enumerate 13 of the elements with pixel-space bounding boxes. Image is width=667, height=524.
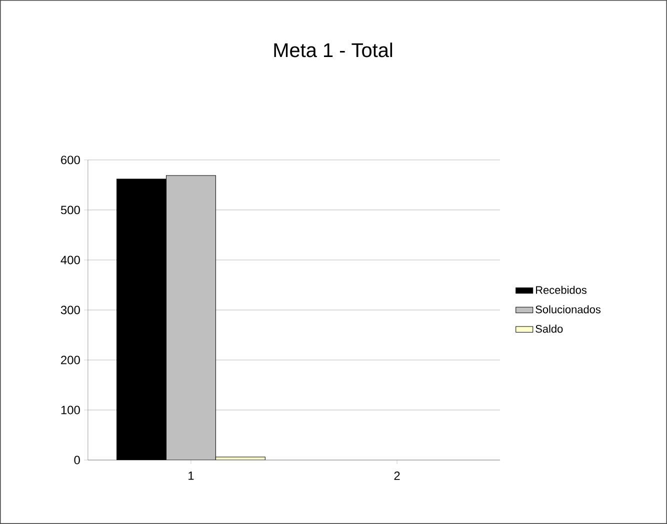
y-tick-label: 100 [61,406,80,414]
y-tick-label: 500 [60,206,80,214]
y-tick-label: 200 [61,356,80,364]
legend-label: Recebidos [536,286,587,294]
x-tick-label: 2 [394,472,400,480]
legend-label: Saldo [536,324,563,333]
x-tick-label: 1 [188,472,194,480]
y-tick-label: 600 [61,156,80,164]
y-tick-label: 0 [74,456,80,464]
chart-title: Meta 1 - Total [274,42,392,58]
y-tick-label: 300 [60,306,80,314]
y-tick-label: 400 [60,256,80,264]
legend-label: Solucionados [536,305,601,314]
